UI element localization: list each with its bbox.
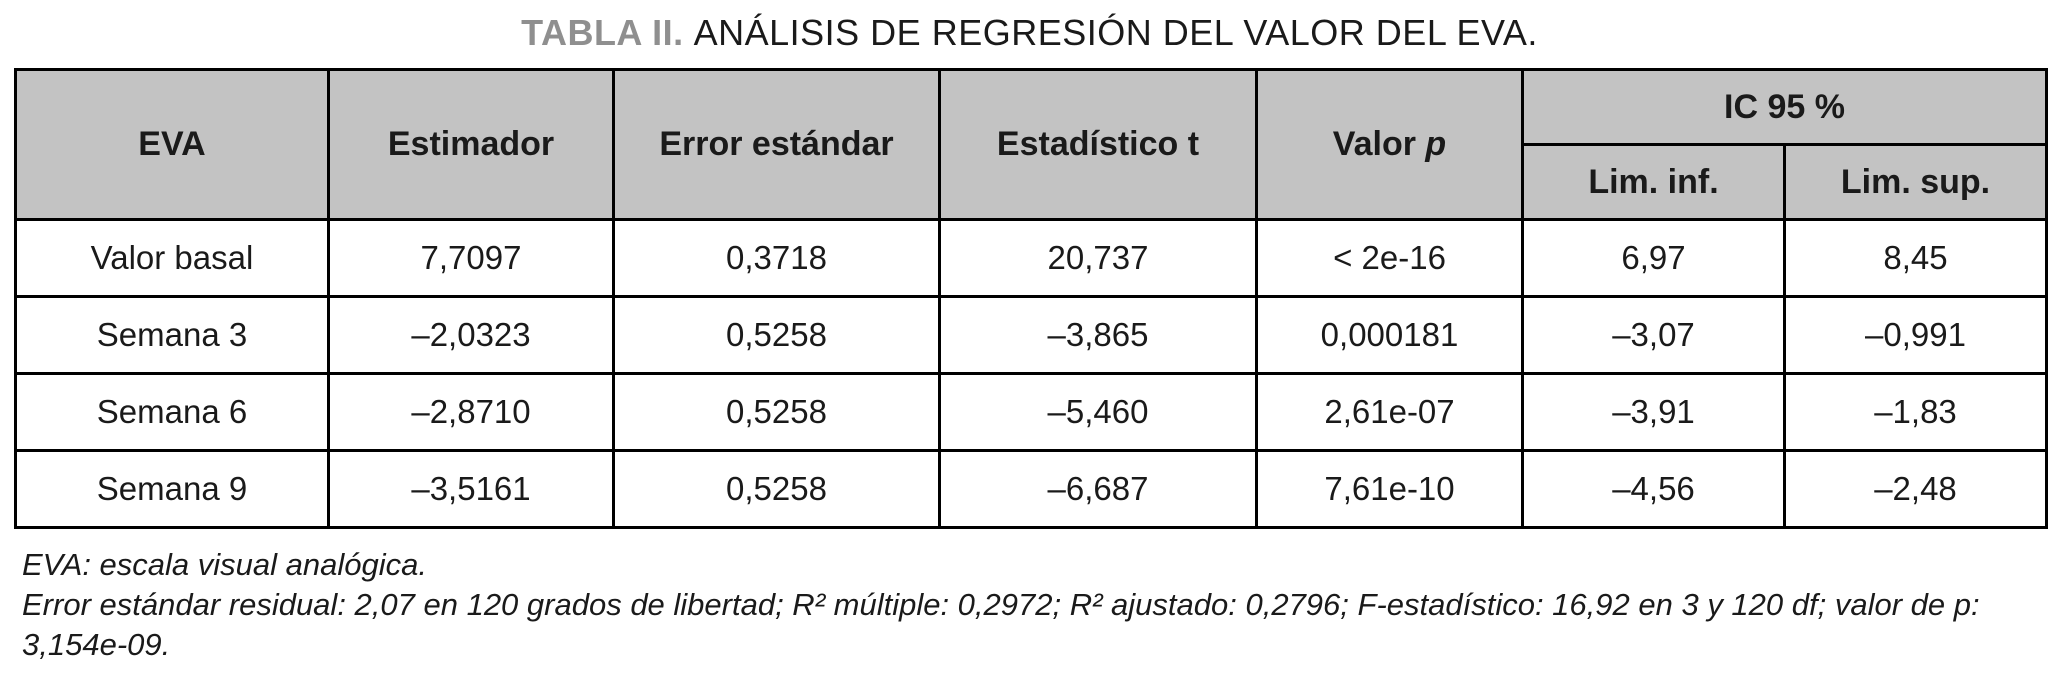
table-cell: 0,5258 [612, 295, 941, 375]
regression-table: EVA Estimador Error estándar Estadístico… [14, 68, 2049, 529]
table-cell: –1,83 [1782, 372, 2049, 452]
table-cell: 6,97 [1521, 218, 1786, 298]
table-row-semana-9: Semana 9 –3,5161 0,5258 –6,687 7,61e-10 … [14, 449, 2049, 529]
table-cell: 0,000181 [1255, 295, 1524, 375]
table-cell: –3,5161 [327, 449, 615, 529]
table-row-semana-6: Semana 6 –2,8710 0,5258 –5,460 2,61e-07 … [14, 372, 2049, 452]
row-label: Semana 9 [14, 449, 330, 529]
footnotes: EVA: escala visual analógica. Error está… [22, 545, 2039, 665]
table-cell: 8,45 [1782, 218, 2049, 298]
header-eva: EVA [14, 68, 330, 221]
row-label: Semana 3 [14, 295, 330, 375]
table-cell: 0,3718 [612, 218, 941, 298]
table-title: TABLA II. ANÁLISIS DE REGRESIÓN DEL VALOR… [0, 12, 2059, 54]
header-error-estandar: Error estándar [612, 68, 941, 221]
header-valor-p: Valor p [1255, 68, 1524, 221]
header-row-2: Lim. inf. Lim. sup. [16, 143, 2049, 221]
table-body: Valor basal 7,7097 0,3718 20,737 < 2e-16… [14, 218, 2049, 529]
table-cell: 7,61e-10 [1255, 449, 1524, 529]
header-estimador: Estimador [327, 68, 615, 221]
header-valor-p-symbol: p [1425, 125, 1447, 163]
header-valor-p-prefix: Valor [1332, 125, 1426, 163]
table-row-semana-3: Semana 3 –2,0323 0,5258 –3,865 0,000181 … [14, 295, 2049, 375]
row-label: Valor basal [14, 218, 330, 298]
header-row-1: EVA Estimador Error estándar Estadístico… [14, 68, 2049, 221]
table-cell: < 2e-16 [1255, 218, 1524, 298]
table-header: EVA Estimador Error estándar Estadístico… [14, 68, 2049, 221]
table-cell: –3,07 [1521, 295, 1786, 375]
table-cell: 0,5258 [612, 372, 941, 452]
table-cell: 2,61e-07 [1255, 372, 1524, 452]
table-cell: –4,56 [1521, 449, 1786, 529]
table-cell: 0,5258 [612, 449, 941, 529]
header-estadistico-t: Estadístico t [938, 68, 1258, 221]
header-lim-inf: Lim. inf. [1521, 143, 1786, 221]
footnote-abbreviation: EVA: escala visual analógica. [22, 547, 427, 582]
footnote-model-stats: Error estándar residual: 2,07 en 120 gra… [22, 587, 1980, 662]
table-row-valor-basal: Valor basal 7,7097 0,3718 20,737 < 2e-16… [14, 218, 2049, 298]
table-cell: –5,460 [938, 372, 1258, 452]
table-cell: –2,8710 [327, 372, 615, 452]
table-cell: –2,48 [1782, 449, 2049, 529]
table-cell: 20,737 [938, 218, 1258, 298]
table-title-text: ANÁLISIS DE REGRESIÓN DEL VALOR DEL EVA. [693, 12, 1538, 53]
table-cell: –0,991 [1782, 295, 2049, 375]
table-cell: 7,7097 [327, 218, 615, 298]
header-lim-sup: Lim. sup. [1782, 143, 2049, 221]
header-ic95-group: IC 95 % [1520, 68, 2049, 146]
table-cell: –3,91 [1521, 372, 1786, 452]
table-cell: –3,865 [938, 295, 1258, 375]
table-cell: –6,687 [938, 449, 1258, 529]
table-cell: –2,0323 [327, 295, 615, 375]
row-label: Semana 6 [14, 372, 330, 452]
table-title-label: TABLA II. [521, 12, 684, 53]
